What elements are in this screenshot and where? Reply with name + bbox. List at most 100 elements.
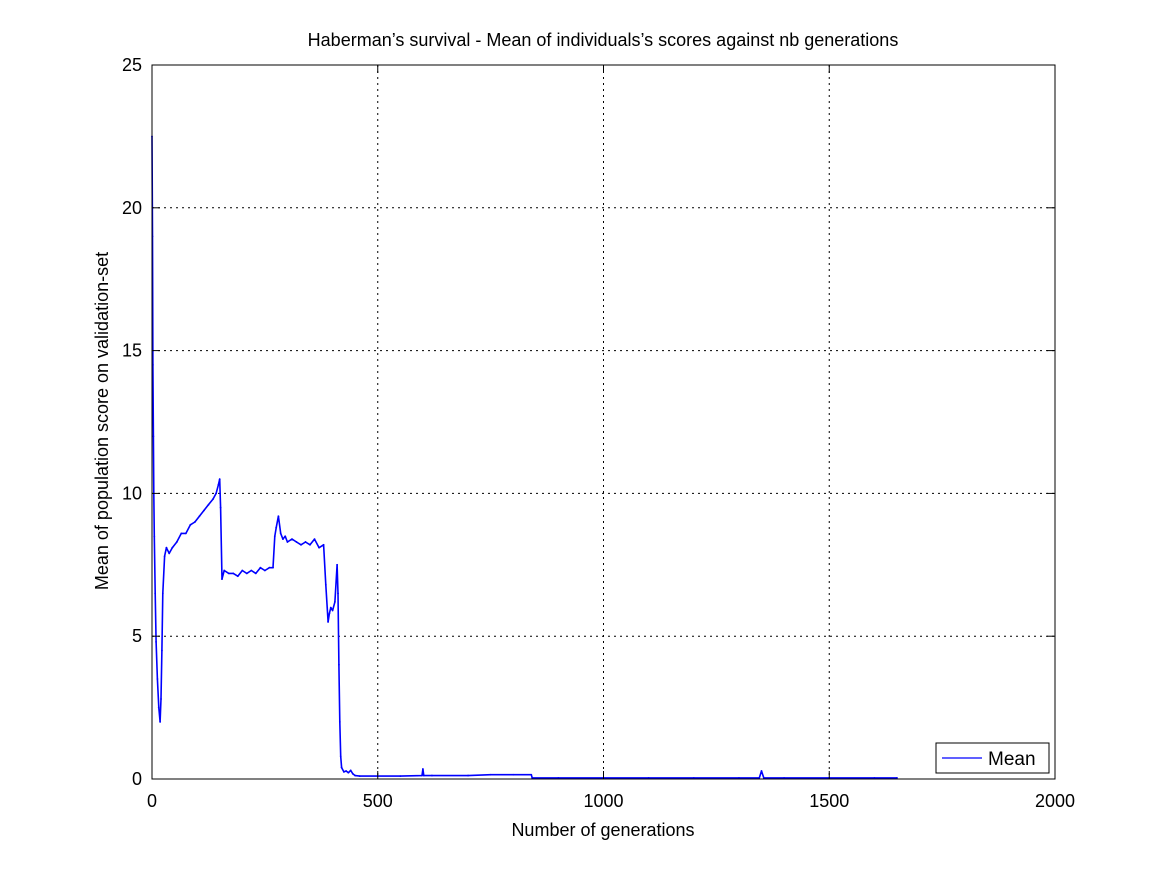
legend: Mean	[935, 742, 1050, 774]
data-point	[873, 776, 876, 779]
data-point	[184, 532, 187, 535]
data-point	[758, 776, 761, 779]
data-point	[217, 483, 220, 486]
x-tick-label: 0	[147, 791, 157, 811]
data-point	[557, 776, 560, 779]
x-axis-label: Number of generations	[511, 820, 694, 840]
data-point	[272, 566, 274, 569]
data-point	[309, 543, 311, 546]
data-point	[286, 541, 289, 543]
data-point	[338, 663, 340, 666]
data-point	[340, 766, 343, 769]
data-point	[227, 572, 230, 575]
data-point	[254, 572, 257, 575]
data-point	[161, 592, 164, 595]
data-point	[221, 578, 223, 580]
data-point	[342, 770, 345, 773]
data-point	[284, 535, 287, 538]
series-line-mean	[151, 136, 897, 779]
data-point	[327, 621, 329, 623]
data-point	[762, 776, 765, 779]
data-point	[152, 435, 155, 438]
data-point	[155, 641, 157, 643]
x-tick-label: 1500	[809, 791, 849, 811]
data-point	[161, 649, 163, 652]
data-point	[223, 569, 226, 572]
data-point	[295, 541, 298, 543]
data-point	[530, 773, 533, 776]
data-point	[250, 569, 253, 572]
data-point	[337, 592, 339, 595]
y-tick-label: 15	[122, 341, 142, 361]
data-point	[277, 515, 280, 518]
data-point	[322, 543, 325, 546]
data-point	[180, 532, 183, 535]
data-point	[154, 592, 157, 595]
data-point	[215, 492, 218, 495]
y-tick-label: 25	[122, 55, 142, 75]
x-tick-label: 2000	[1035, 791, 1075, 811]
data-point	[422, 768, 424, 770]
data-point	[171, 546, 174, 549]
data-point	[300, 543, 302, 546]
data-point	[333, 601, 336, 603]
data-point	[259, 566, 262, 569]
data-point	[236, 575, 239, 578]
data-point	[896, 776, 898, 779]
data-point	[324, 583, 327, 586]
x-tick-label: 500	[363, 791, 393, 811]
data-point	[157, 706, 160, 709]
axis-ticks: 0 500 1000 1500 2000 0 5 10 15 20 25	[122, 55, 1075, 811]
data-point	[282, 538, 284, 540]
data-point	[347, 771, 350, 774]
data-point	[431, 774, 433, 777]
data-point	[329, 606, 332, 609]
data-point	[279, 532, 282, 535]
data-point	[489, 773, 492, 776]
data-point	[218, 478, 221, 481]
data-point	[219, 506, 222, 509]
data-point	[273, 535, 276, 538]
data-point	[291, 538, 293, 540]
data-point	[331, 609, 334, 612]
y-axis-label: Mean of population score on validation-s…	[92, 252, 112, 590]
data-point	[160, 698, 162, 700]
data-point	[156, 678, 159, 680]
data-point	[163, 555, 166, 558]
x-tick-label: 1000	[583, 791, 623, 811]
data-point	[168, 552, 171, 555]
grid	[152, 65, 1055, 779]
data-point	[318, 546, 320, 549]
data-point	[165, 546, 168, 549]
data-point	[245, 572, 248, 575]
y-tick-label: 5	[132, 626, 142, 646]
data-point	[352, 772, 354, 775]
y-tick-label: 0	[132, 769, 142, 789]
data-point	[512, 773, 515, 776]
data-point	[760, 770, 763, 772]
data-point	[198, 515, 201, 518]
data-point	[212, 498, 214, 501]
data-point	[268, 566, 271, 569]
data-point	[304, 541, 307, 543]
data-point	[339, 755, 342, 758]
data-point	[422, 774, 425, 777]
data-point	[358, 775, 361, 778]
data-point	[338, 720, 341, 723]
data-point	[275, 526, 278, 529]
data-point	[345, 770, 348, 772]
data-point	[421, 774, 423, 777]
data-point	[399, 775, 402, 778]
data-point	[467, 774, 469, 777]
y-tick-label: 20	[122, 198, 142, 218]
data-point	[241, 569, 244, 572]
data-point	[153, 535, 156, 538]
data-point	[328, 612, 331, 615]
data-point	[692, 776, 695, 779]
legend-label: Mean	[988, 749, 1036, 770]
data-point	[783, 776, 785, 779]
data-point	[738, 776, 740, 779]
data-point	[175, 541, 178, 543]
